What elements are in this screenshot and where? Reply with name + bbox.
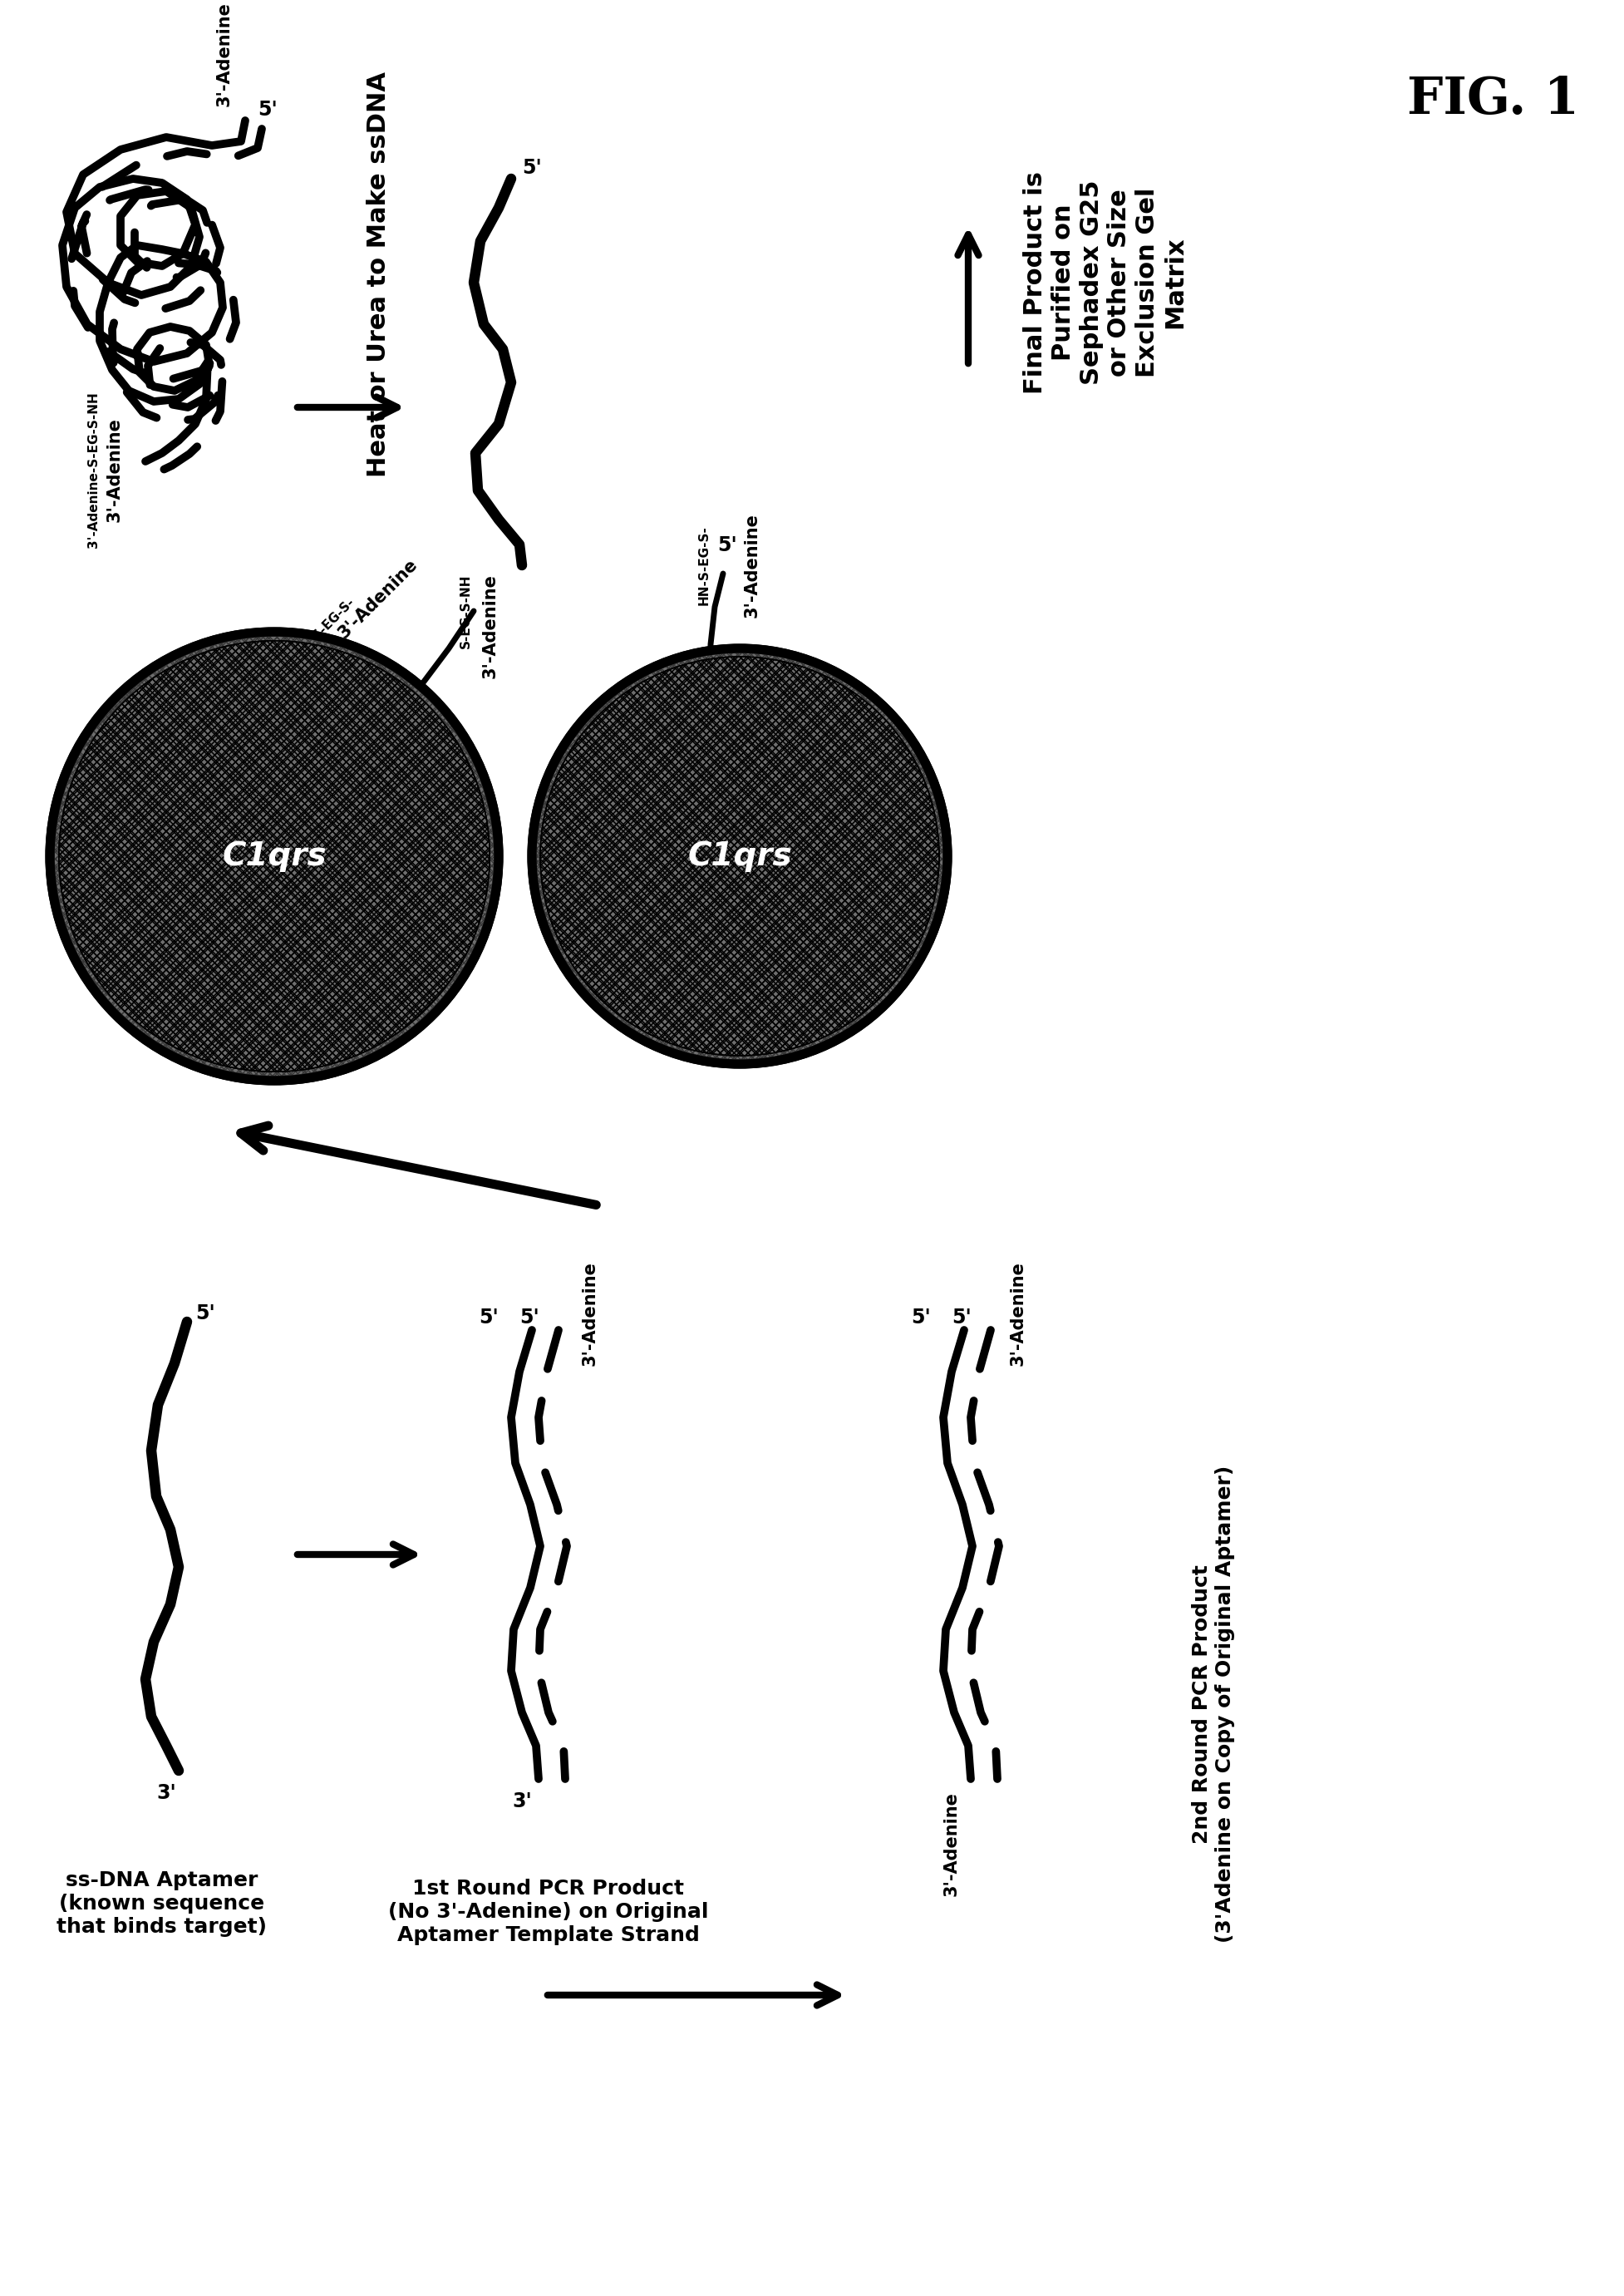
Text: 5': 5': [718, 535, 737, 556]
Text: 5': 5': [258, 99, 278, 119]
Ellipse shape: [54, 636, 494, 1077]
Text: 5': 5': [195, 1304, 214, 1322]
Text: 5': 5': [479, 1309, 499, 1327]
Text: 3': 3': [512, 1791, 531, 1812]
Text: 5': 5': [911, 1309, 931, 1327]
Text: 3'-Adenine: 3'-Adenine: [744, 512, 760, 618]
Text: HN-S-EG-S-: HN-S-EG-S-: [698, 526, 711, 606]
Text: 5': 5': [521, 158, 542, 177]
Text: 5': 5': [952, 1309, 971, 1327]
Text: 1st Round PCR Product
(No 3'-Adenine) on Original
Aptamer Template Strand: 1st Round PCR Product (No 3'-Adenine) on…: [388, 1878, 708, 1945]
Text: HN-S-EG-S-: HN-S-EG-S-: [292, 595, 357, 661]
Text: 3'-Adenine: 3'-Adenine: [1010, 1261, 1026, 1366]
Text: 3'-Adenine: 3'-Adenine: [482, 574, 499, 677]
Text: 3'-Adenine-S-EG-S-NH: 3'-Adenine-S-EG-S-NH: [88, 393, 99, 549]
Text: 3'-Adenine: 3'-Adenine: [335, 556, 421, 641]
Text: Final Product is
Purified on
Sephadex G25
or Other Size
Exclusion Gel
Matrix: Final Product is Purified on Sephadex G2…: [1023, 172, 1187, 395]
Text: 3': 3': [156, 1784, 175, 1802]
Text: FIG. 1: FIG. 1: [1406, 76, 1579, 124]
Text: 2nd Round PCR Product
(3'Adenine on Copy of Original Aptamer): 2nd Round PCR Product (3'Adenine on Copy…: [1192, 1465, 1234, 1942]
Text: 3'-Adenine: 3'-Adenine: [107, 418, 123, 521]
Ellipse shape: [536, 652, 944, 1061]
Text: C1qrs: C1qrs: [222, 840, 326, 872]
Ellipse shape: [533, 647, 947, 1063]
Text: 3'-Adenine: 3'-Adenine: [944, 1791, 960, 1896]
Text: C1qrs: C1qrs: [687, 840, 793, 872]
Text: 5': 5': [520, 1309, 539, 1327]
Text: 3'-Adenine: 3'-Adenine: [216, 2, 232, 106]
Text: S-EG-S-NH: S-EG-S-NH: [460, 574, 471, 647]
Text: ss-DNA Aptamer
(known sequence
that binds target): ss-DNA Aptamer (known sequence that bind…: [57, 1871, 268, 1936]
Ellipse shape: [50, 631, 499, 1081]
Text: Heat or Urea to Make ssDNA: Heat or Urea to Make ssDNA: [365, 71, 390, 478]
Text: 3'-Adenine: 3'-Adenine: [581, 1261, 598, 1366]
